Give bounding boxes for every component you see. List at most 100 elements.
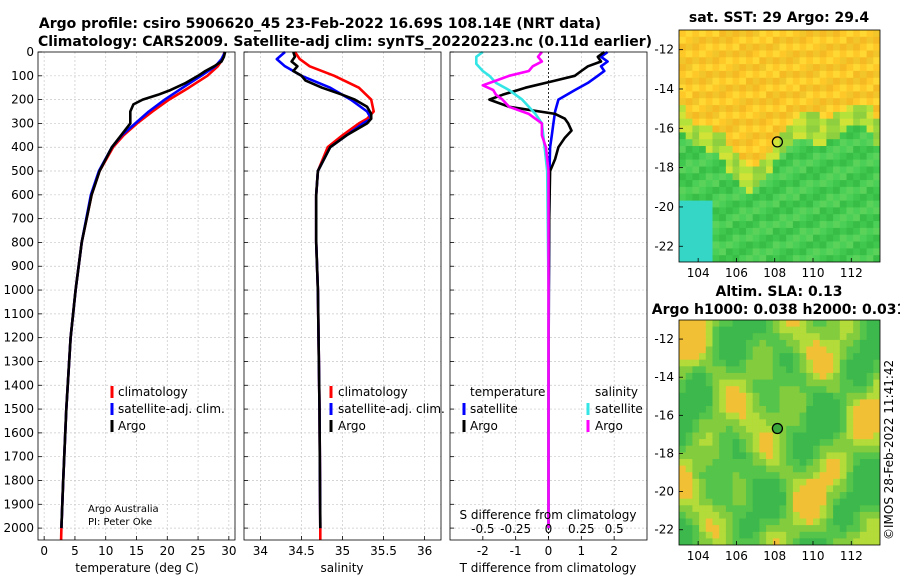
heatmap-cell xyxy=(679,105,687,113)
heatmap-cell xyxy=(866,412,874,420)
heatmap-cell xyxy=(746,221,754,229)
heatmap-cell xyxy=(826,511,834,520)
heatmap-cell xyxy=(833,50,841,58)
heatmap-cell xyxy=(873,498,880,506)
heatmap-cell xyxy=(873,214,880,222)
heatmap-cell xyxy=(846,511,854,520)
heatmap-cell xyxy=(746,425,754,434)
heatmap-cell xyxy=(719,326,727,334)
heatmap-cell xyxy=(853,445,861,453)
heatmap-cell xyxy=(819,132,827,140)
heatmap-cell xyxy=(679,419,687,427)
heatmap-cell xyxy=(779,70,787,79)
heatmap-cell xyxy=(685,525,693,533)
heatmap-cell xyxy=(772,139,781,147)
heatmap-cell xyxy=(806,485,814,493)
heatmap-cell xyxy=(739,359,747,367)
heatmap-cell xyxy=(866,64,874,72)
x2tick-label: 0.25 xyxy=(568,522,595,536)
heatmap-cell xyxy=(685,118,693,127)
heatmap-cell xyxy=(759,241,767,249)
heatmap-cell xyxy=(766,146,774,154)
heatmap-cell xyxy=(846,36,854,45)
heatmap-cell xyxy=(746,518,754,526)
heatmap-cell xyxy=(873,353,880,361)
heatmap-cell xyxy=(859,359,868,367)
heatmap-cell xyxy=(725,353,734,361)
heatmap-cell xyxy=(779,339,787,348)
heatmap-cell xyxy=(746,159,754,167)
series-line-salinity-argo xyxy=(481,51,550,529)
heatmap-cell xyxy=(732,98,740,106)
heatmap-cell xyxy=(866,166,874,174)
heatmap-cell xyxy=(833,152,841,161)
heatmap-cell xyxy=(846,186,854,195)
heatmap-cell xyxy=(692,200,700,208)
heatmap-cell xyxy=(792,478,801,486)
heatmap-cell xyxy=(752,452,760,460)
heatmap-cell xyxy=(739,105,747,113)
heatmap-cell xyxy=(826,465,834,473)
heatmap-cell xyxy=(699,166,707,174)
heatmap-cell xyxy=(806,505,814,513)
heatmap-cell xyxy=(799,379,807,387)
heatmap-cell xyxy=(725,193,734,202)
heatmap-cell xyxy=(779,485,787,493)
heatmap-cell xyxy=(873,392,880,400)
heatmap-cell xyxy=(826,386,834,394)
heatmap-cell xyxy=(839,105,848,113)
heatmap-cell xyxy=(826,241,834,249)
heatmap-cell xyxy=(746,392,754,400)
heatmap-cell xyxy=(806,186,814,195)
heatmap-cell xyxy=(692,105,700,113)
heatmap-cell xyxy=(853,379,861,387)
heatmap-cell xyxy=(712,372,720,381)
heatmap-cell xyxy=(786,339,794,348)
heatmap-cell xyxy=(792,132,801,140)
heatmap-cell xyxy=(833,538,841,545)
heatmap-cell xyxy=(779,359,787,367)
heatmap-cell xyxy=(813,392,821,400)
heatmap-cell xyxy=(725,132,734,140)
heatmap-cell xyxy=(853,505,861,513)
heatmap-cell xyxy=(766,386,774,394)
heatmap-cell xyxy=(819,432,827,440)
title-line1: Argo profile: csiro 5906620_45 23-Feb-20… xyxy=(39,16,601,32)
heatmap-cell xyxy=(779,186,787,195)
heatmap-cell xyxy=(792,36,801,45)
heatmap-cell xyxy=(859,36,868,45)
heatmap-cell xyxy=(692,125,700,133)
heatmap-cell xyxy=(839,139,848,147)
heatmap-cell xyxy=(846,64,854,72)
heatmap-cell xyxy=(853,98,861,106)
heatmap-cell xyxy=(732,77,740,86)
heatmap-cell xyxy=(772,465,781,473)
heatmap-cell xyxy=(705,412,714,420)
heatmap-cell xyxy=(853,152,861,161)
heatmap-cell xyxy=(813,146,821,154)
heatmap-cell xyxy=(873,193,880,202)
heatmap-cell xyxy=(806,445,814,453)
heatmap-cell xyxy=(779,159,787,167)
heatmap-cell xyxy=(759,221,767,229)
heatmap-cell xyxy=(732,84,740,92)
heatmap-cell xyxy=(826,339,834,348)
heatmap-cell xyxy=(705,98,714,106)
heatmap-cell xyxy=(766,445,774,453)
heatmap-cell xyxy=(685,84,693,92)
heatmap-cell xyxy=(712,333,720,341)
heatmap-cell xyxy=(839,353,848,361)
heatmap-cell xyxy=(685,465,693,473)
heatmap-cell xyxy=(806,84,814,92)
heatmap-cell xyxy=(833,98,841,106)
heatmap-cell xyxy=(839,159,848,167)
heatmap-cell xyxy=(752,43,760,51)
heatmap-cell xyxy=(806,359,814,367)
heatmap-cell xyxy=(705,146,714,154)
heatmap-cell xyxy=(766,98,774,106)
heatmap-cell xyxy=(846,221,854,229)
heatmap-cell xyxy=(853,43,861,51)
heatmap-cell xyxy=(712,459,720,467)
legend-climatology-label-2: climatology xyxy=(338,385,408,399)
heatmap-cell xyxy=(779,221,787,229)
